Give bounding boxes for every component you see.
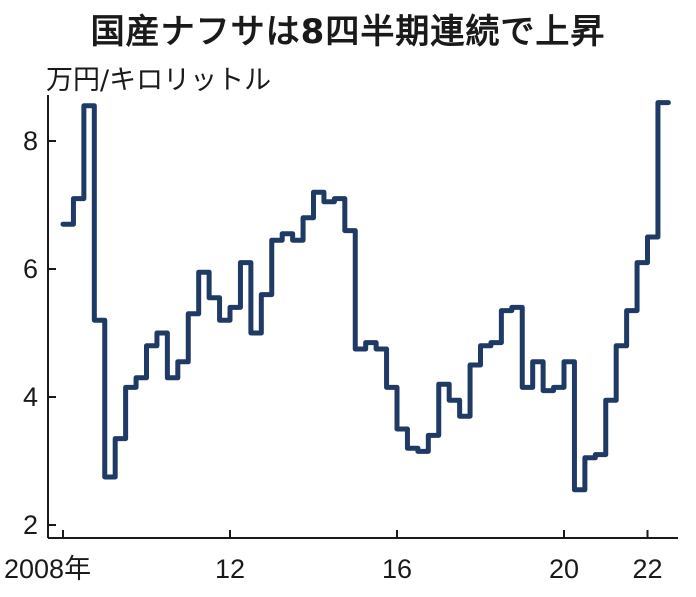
y-axis-unit-label: 万円/キロリットル <box>46 65 272 96</box>
series-layer <box>60 100 671 493</box>
axes <box>47 95 678 539</box>
x-tick-label: 12 <box>215 554 245 584</box>
x-tick-label: 2008年 <box>4 554 91 584</box>
price-series-line <box>60 100 671 493</box>
y-tick-label: 8 <box>23 126 38 156</box>
chart-title: 国産ナフサは8四半期連続で上昇 <box>90 12 606 52</box>
x-tick-label: 20 <box>549 554 579 584</box>
y-tick-label: 6 <box>23 254 38 284</box>
x-tick-label: 22 <box>632 554 662 584</box>
y-tick-label: 2 <box>23 510 38 540</box>
ticks: 2 4 6 8 2008年 12 16 20 22 <box>4 126 663 584</box>
y-tick-label: 4 <box>23 382 38 412</box>
x-tick-label: 16 <box>382 554 412 584</box>
